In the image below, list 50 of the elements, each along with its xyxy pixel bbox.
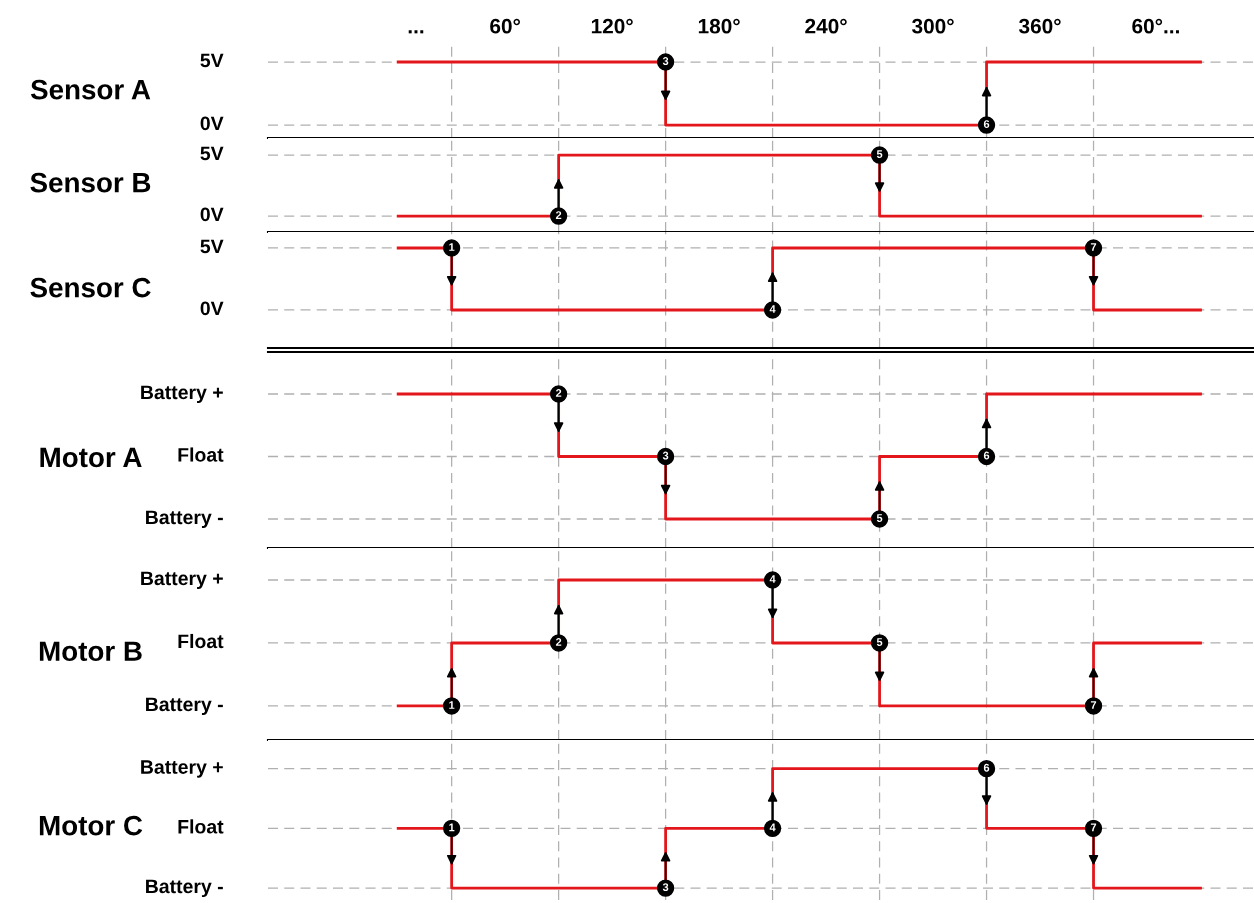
text: Battery + — [141, 760, 223, 778]
annotation: 4 — [769, 823, 776, 832]
annotation: 3 — [662, 451, 669, 460]
x-tick-label: 360° — [1018, 18, 1061, 34]
x-tick-label: 120° — [591, 18, 633, 34]
x-tick-label: 60°... — [1132, 18, 1179, 34]
x-tick-label: 180° — [698, 18, 740, 34]
annotation: 7 — [1090, 823, 1097, 832]
annotation: 6 — [983, 451, 990, 460]
annotation: 5 — [876, 150, 883, 158]
annotation: 1 — [449, 823, 455, 832]
annotation: 7 — [1090, 243, 1097, 251]
text: 5V — [200, 53, 224, 68]
annotation: 6 — [983, 120, 990, 128]
annotation: 2 — [555, 389, 562, 397]
text: Float — [178, 633, 224, 649]
y-axis-title: Sensor A — [30, 79, 151, 100]
annotation: 6 — [983, 763, 990, 772]
annotation: 5 — [876, 638, 883, 646]
text: 5V — [200, 146, 224, 161]
text: 0V — [200, 116, 224, 131]
y-axis-title: Motor C — [39, 815, 143, 836]
text: Battery + — [141, 385, 223, 404]
x-tick-label: ... — [408, 30, 424, 34]
annotation: 4 — [769, 575, 776, 583]
text: Battery - — [146, 879, 223, 898]
y-axis-title: Motor B — [39, 641, 142, 662]
annotation: 7 — [1090, 701, 1097, 709]
text: Battery - — [146, 697, 223, 716]
text: Float — [178, 447, 224, 462]
annotation: 3 — [662, 57, 669, 65]
text: Float — [178, 819, 224, 834]
annotation: 2 — [555, 638, 562, 646]
x-tick-label: 60° — [490, 18, 520, 34]
text: 0V — [200, 207, 224, 222]
annotation: 1 — [449, 701, 455, 709]
annotation: 5 — [876, 514, 883, 522]
text: 0V — [200, 301, 224, 316]
text: Battery + — [141, 571, 223, 590]
annotation: 1 — [449, 243, 455, 251]
text: 5V — [200, 239, 224, 254]
y-axis-title: Motor A — [40, 447, 142, 468]
text: Battery - — [146, 510, 223, 529]
y-axis-title: Sensor C — [30, 277, 151, 298]
y-axis-title: Sensor B — [30, 172, 151, 193]
annotation: 3 — [662, 883, 669, 892]
annotation: 2 — [555, 211, 562, 219]
annotation: 4 — [769, 305, 776, 313]
x-tick-label: 240° — [805, 18, 847, 34]
x-tick-label: 300° — [912, 18, 954, 34]
